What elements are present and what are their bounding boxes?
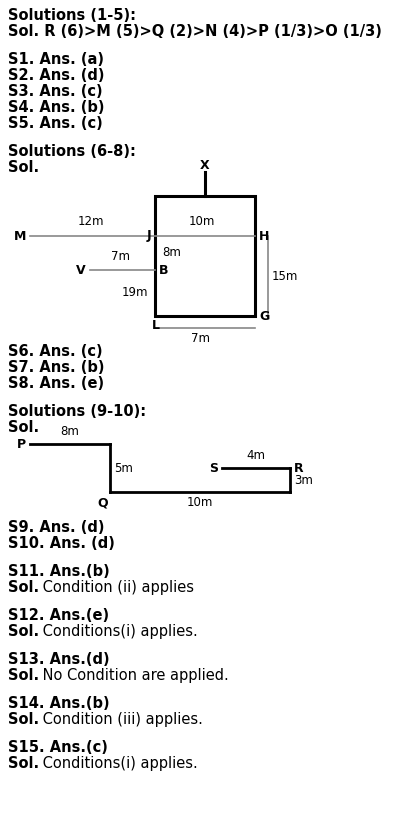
Text: V: V (77, 264, 86, 276)
Text: Solutions (9-10):: Solutions (9-10): (8, 404, 146, 419)
Text: X: X (200, 159, 210, 172)
Text: No Condition are applied.: No Condition are applied. (38, 668, 229, 683)
Text: 8m: 8m (162, 246, 181, 260)
Text: S7. Ans. (b): S7. Ans. (b) (8, 360, 104, 375)
Text: M: M (14, 230, 26, 242)
Text: G: G (259, 310, 269, 323)
Text: S10. Ans. (d): S10. Ans. (d) (8, 536, 115, 551)
Text: S11. Ans.(b): S11. Ans.(b) (8, 564, 110, 579)
Text: Sol.: Sol. (8, 160, 39, 175)
Text: 10m: 10m (187, 496, 213, 509)
Text: S9. Ans. (d): S9. Ans. (d) (8, 520, 104, 535)
Text: Condition (ii) applies: Condition (ii) applies (38, 580, 194, 595)
Text: 15m: 15m (272, 270, 298, 283)
Text: Sol.: Sol. (8, 712, 39, 727)
Text: S2. Ans. (d): S2. Ans. (d) (8, 68, 104, 83)
Text: Solutions (6-8):: Solutions (6-8): (8, 144, 136, 159)
Text: L: L (152, 319, 160, 332)
Text: Sol.: Sol. (8, 580, 39, 595)
Text: H: H (259, 230, 269, 242)
Text: J: J (146, 230, 151, 242)
Text: S14. Ans.(b): S14. Ans.(b) (8, 696, 110, 711)
Text: 7m: 7m (190, 332, 209, 345)
Text: 4m: 4m (247, 449, 266, 462)
Text: S1. Ans. (a): S1. Ans. (a) (8, 52, 104, 67)
Text: 5m: 5m (114, 462, 133, 474)
Text: Sol.: Sol. (8, 420, 39, 435)
Text: S13. Ans.(d): S13. Ans.(d) (8, 652, 110, 667)
Text: S3. Ans. (c): S3. Ans. (c) (8, 84, 102, 99)
Text: S8. Ans. (e): S8. Ans. (e) (8, 376, 104, 391)
Text: Condition (iii) applies.: Condition (iii) applies. (38, 712, 203, 727)
Text: R: R (294, 462, 304, 474)
Text: S6. Ans. (c): S6. Ans. (c) (8, 344, 102, 359)
Text: 10m: 10m (189, 215, 215, 228)
Text: Sol.: Sol. (8, 668, 39, 683)
Text: S15. Ans.(c): S15. Ans.(c) (8, 740, 108, 755)
Text: Sol. R (6)>M (5)>Q (2)>N (4)>P (1/3)>O (1/3): Sol. R (6)>M (5)>Q (2)>N (4)>P (1/3)>O (… (8, 24, 382, 39)
Text: P: P (17, 438, 26, 450)
Text: B: B (159, 264, 168, 276)
Text: 8m: 8m (61, 425, 79, 438)
Text: 12m: 12m (78, 215, 104, 228)
Text: S4. Ans. (b): S4. Ans. (b) (8, 100, 104, 115)
Text: Q: Q (97, 496, 108, 509)
Text: Conditions(i) applies.: Conditions(i) applies. (38, 624, 198, 639)
Text: Conditions(i) applies.: Conditions(i) applies. (38, 756, 198, 771)
Text: 19m: 19m (122, 286, 148, 300)
Text: 3m: 3m (294, 473, 313, 487)
Text: Solutions (1-5):: Solutions (1-5): (8, 8, 136, 23)
Text: Sol.: Sol. (8, 624, 39, 639)
Text: S12. Ans.(e): S12. Ans.(e) (8, 608, 109, 623)
Text: Sol.: Sol. (8, 756, 39, 771)
Text: S: S (209, 462, 218, 474)
Text: 7m: 7m (111, 250, 130, 263)
Bar (155, 196, 255, 316)
Text: S5. Ans. (c): S5. Ans. (c) (8, 116, 103, 131)
